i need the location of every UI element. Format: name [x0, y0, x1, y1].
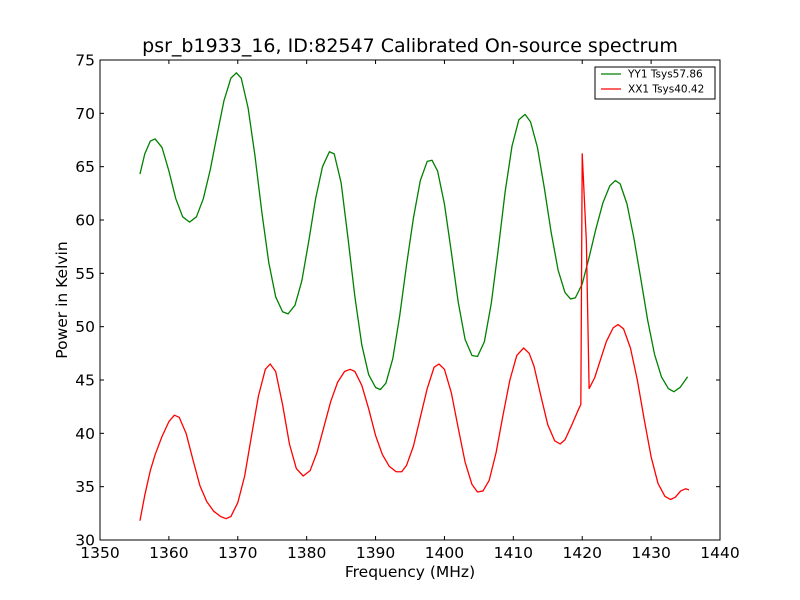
x-tick-label: 1380 — [287, 544, 326, 562]
y-tick-label: 55 — [75, 265, 95, 283]
series-line-xx1 — [139, 153, 690, 521]
x-tick-label: 1390 — [356, 544, 395, 562]
y-tick-label: 50 — [75, 318, 95, 336]
x-tick-label: 1430 — [631, 544, 670, 562]
x-tick-label: 1420 — [562, 544, 601, 562]
y-tick-label: 60 — [75, 212, 95, 230]
y-tick-label: 75 — [75, 52, 95, 70]
x-tick-label: 1400 — [425, 544, 464, 562]
legend: YY1 Tsys57.86 XX1 Tsys40.42 — [594, 66, 716, 100]
y-tick-label: 65 — [75, 158, 95, 176]
y-tick-label: 45 — [75, 372, 95, 390]
legend-label-xx1: XX1 Tsys40.42 — [628, 84, 704, 96]
series-line-yy1 — [139, 72, 689, 393]
x-tick-label: 1370 — [218, 544, 257, 562]
x-axis-label: Frequency (MHz) — [345, 563, 475, 581]
y-tick-label: 70 — [75, 105, 95, 123]
y-tick-label: 30 — [75, 532, 95, 550]
legend-box — [594, 66, 716, 100]
chart-title: psr_b1933_16, ID:82547 Calibrated On-sou… — [142, 35, 678, 57]
x-tick-label: 1440 — [700, 544, 739, 562]
y-tick-label: 40 — [75, 425, 95, 443]
y-axis-ticks: 30 35 40 45 50 55 60 65 70 75 — [75, 52, 720, 550]
x-tick-label: 1350 — [80, 544, 119, 562]
y-tick-label: 35 — [75, 478, 95, 496]
plot-frame — [99, 59, 721, 541]
y-axis-label: Power in Kelvin — [53, 241, 71, 358]
x-axis-ticks: 1350 1360 1370 1380 1390 1400 1410 1420 1430 1440 — [80, 60, 740, 562]
x-tick-label: 1360 — [149, 544, 188, 562]
legend-label-yy1: YY1 Tsys57.86 — [627, 69, 703, 81]
series-layer — [139, 72, 690, 521]
x-tick-label: 1410 — [494, 544, 533, 562]
